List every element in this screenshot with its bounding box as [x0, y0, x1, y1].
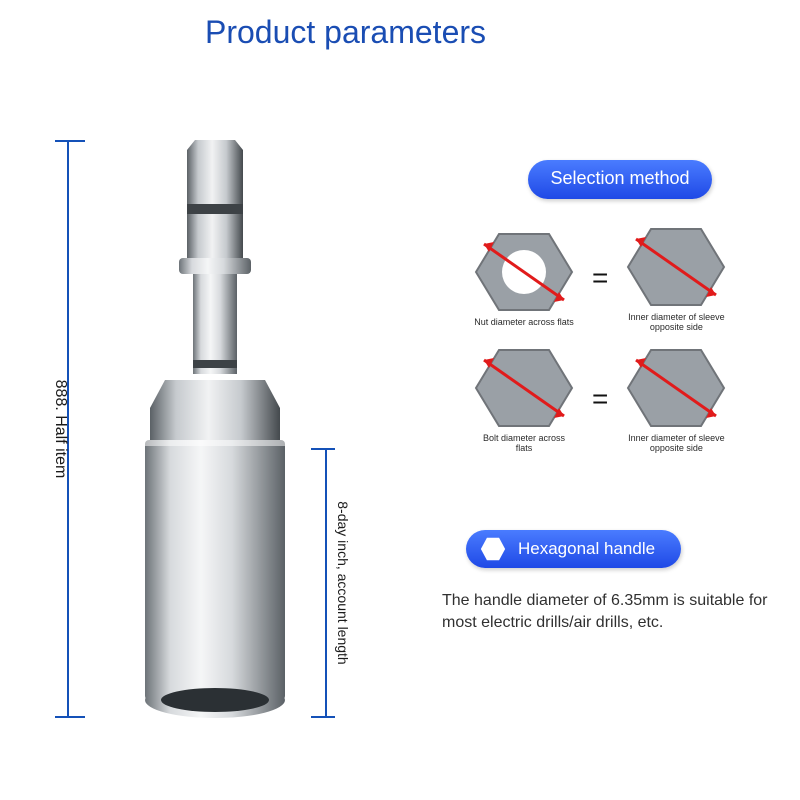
hex-handle-label: Hexagonal handle: [518, 539, 655, 559]
hex-sleeve-diagram: Inner diameter of sleeve opposite side: [626, 224, 726, 333]
selection-method-pill: Selection method: [528, 160, 711, 199]
dimension-overall-label: 888. Half item: [51, 380, 69, 479]
socket-driver-drawing: [115, 140, 315, 720]
selection-diagrams: Nut diameter across flats = Inner diamet…: [474, 224, 774, 465]
dimension-sleeve-label: 8-day inch, account length: [335, 501, 351, 664]
hex-handle-description: The handle diameter of 6.35mm is suitabl…: [442, 590, 782, 633]
hex-caption: Inner diameter of sleeve opposite side: [626, 312, 726, 333]
selection-row: Bolt diameter across flats = Inner diame…: [474, 345, 774, 454]
hex-handle-pill: Hexagonal handle: [466, 530, 681, 568]
info-column: Selection method Nut diameter across fla…: [430, 160, 780, 199]
equals-icon: =: [592, 262, 608, 294]
page-title: Product parameters: [205, 14, 486, 51]
hex-caption: Nut diameter across flats: [474, 317, 574, 327]
dimension-sleeve: 8-day inch, account length: [317, 448, 347, 718]
hex-sleeve-diagram: Inner diameter of sleeve opposite side: [626, 345, 726, 454]
product-illustration: 888. Half item: [55, 140, 355, 740]
selection-row: Nut diameter across flats = Inner diamet…: [474, 224, 774, 333]
hex-caption: Bolt diameter across flats: [474, 433, 574, 454]
hexagon-icon: [480, 536, 506, 562]
equals-icon: =: [592, 383, 608, 415]
dimension-overall: 888. Half item: [55, 140, 85, 718]
hex-nut-diagram: Nut diameter across flats: [474, 229, 574, 327]
hex-bolt-diagram: Bolt diameter across flats: [474, 345, 574, 454]
hex-caption: Inner diameter of sleeve opposite side: [626, 433, 726, 454]
